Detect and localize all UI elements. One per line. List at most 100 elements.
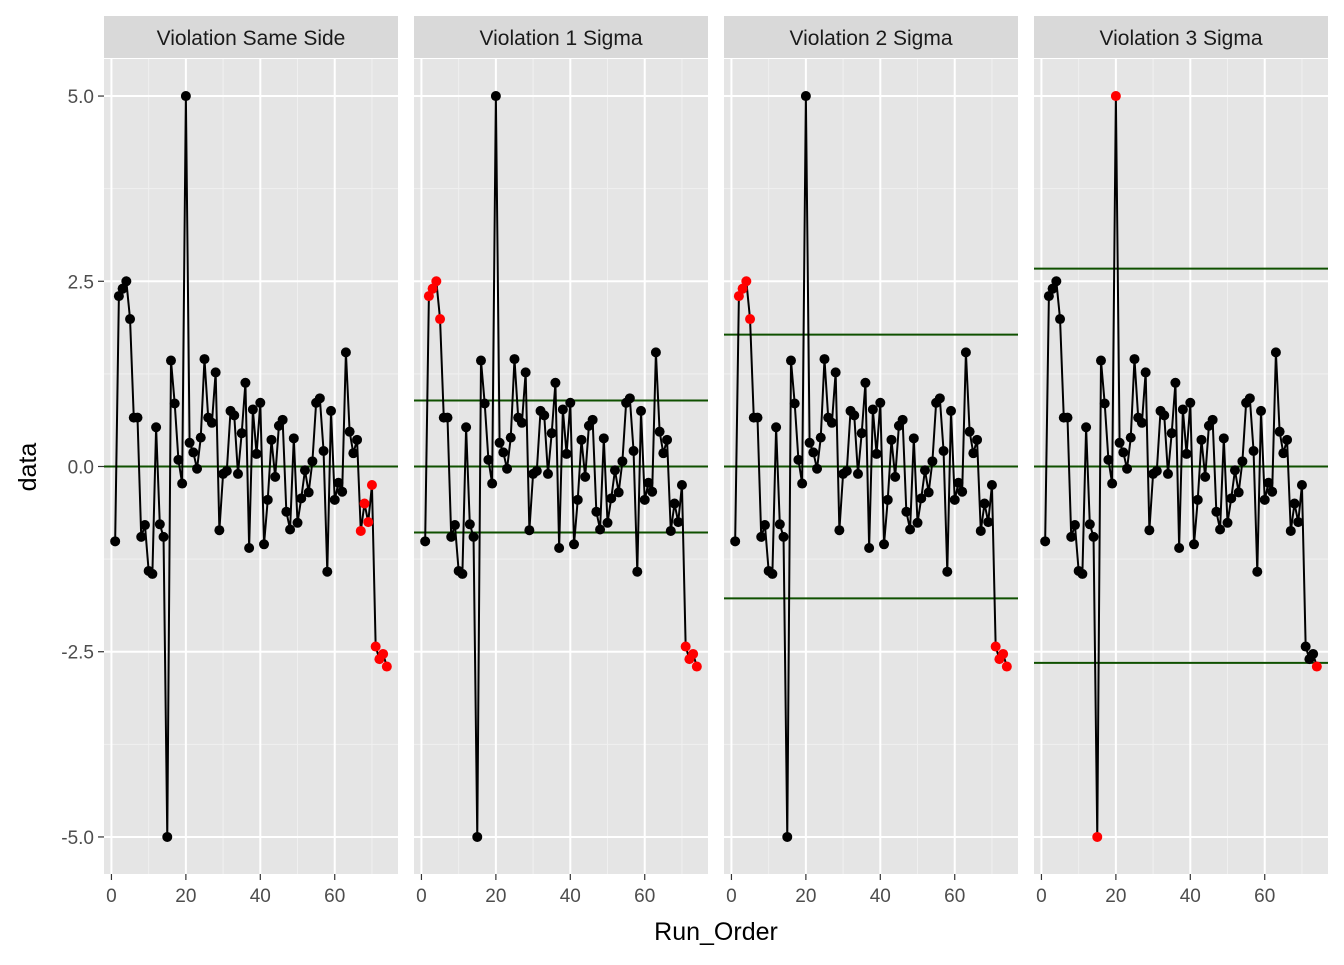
data-point	[151, 422, 162, 433]
data-point	[613, 487, 624, 498]
data-point	[916, 493, 927, 504]
data-point	[344, 426, 355, 437]
data-point	[1166, 428, 1177, 439]
data-point	[1215, 524, 1226, 535]
data-point	[1226, 493, 1237, 504]
data-point	[262, 494, 273, 505]
facet-strip	[724, 16, 1018, 58]
x-tick-label: 0	[1036, 886, 1047, 907]
data-point	[587, 414, 598, 425]
data-point	[979, 498, 990, 509]
violation-point	[435, 314, 446, 325]
data-point	[147, 568, 158, 579]
data-point	[557, 404, 568, 415]
data-point	[255, 397, 266, 408]
violation-point	[359, 498, 370, 509]
data-point	[938, 445, 949, 456]
data-point	[214, 525, 225, 536]
data-point	[785, 355, 796, 366]
data-point	[270, 471, 281, 482]
data-point	[539, 410, 550, 421]
data-point	[1296, 480, 1307, 491]
facet-strip-label: Violation 2 Sigma	[789, 27, 952, 50]
data-point	[206, 417, 217, 428]
data-point	[285, 524, 296, 535]
data-point	[1159, 410, 1170, 421]
data-point	[509, 354, 520, 365]
data-point	[1069, 520, 1080, 531]
data-point	[1114, 437, 1125, 448]
data-point	[1181, 448, 1192, 459]
violation-point	[363, 517, 374, 528]
data-point	[673, 517, 684, 528]
data-point	[322, 566, 333, 577]
data-point	[240, 377, 251, 388]
violation-point	[688, 648, 699, 659]
data-point	[1051, 276, 1062, 287]
data-point	[752, 412, 763, 423]
x-tick-label: 20	[485, 886, 506, 907]
data-point	[1293, 517, 1304, 528]
data-point	[602, 517, 613, 528]
data-point	[1207, 414, 1218, 425]
data-point	[292, 517, 303, 528]
data-point	[1185, 397, 1196, 408]
data-point	[314, 393, 325, 404]
data-point	[188, 447, 199, 458]
data-point	[665, 525, 676, 536]
data-point	[658, 448, 669, 459]
data-point	[897, 414, 908, 425]
data-point	[886, 434, 897, 445]
data-point	[1270, 347, 1281, 358]
data-point	[919, 465, 930, 476]
data-point	[595, 524, 606, 535]
data-point	[1289, 498, 1300, 509]
data-point	[479, 398, 490, 409]
data-point	[871, 448, 882, 459]
data-point	[329, 494, 340, 505]
data-point	[1300, 641, 1311, 652]
data-point	[180, 91, 191, 102]
data-point	[1189, 539, 1200, 550]
data-point	[1095, 355, 1106, 366]
data-point	[986, 480, 997, 491]
data-point	[1248, 445, 1259, 456]
data-point	[1218, 433, 1229, 444]
x-tick-label: 0	[726, 886, 737, 907]
data-point	[1077, 568, 1088, 579]
data-point	[487, 478, 498, 489]
data-point	[542, 468, 553, 479]
data-point	[800, 91, 811, 102]
violation-point	[990, 641, 1001, 652]
data-point	[113, 291, 124, 302]
violation-point	[733, 291, 744, 302]
data-point	[192, 463, 203, 474]
data-point	[1237, 456, 1248, 467]
violation-point	[427, 283, 438, 294]
data-point	[1170, 377, 1181, 388]
data-point	[793, 454, 804, 465]
data-point	[789, 398, 800, 409]
data-point	[1125, 432, 1136, 443]
data-point	[266, 434, 277, 445]
data-point	[1229, 465, 1240, 476]
data-point	[867, 404, 878, 415]
violation-point	[355, 525, 366, 536]
data-point	[647, 486, 658, 497]
facet-strip-label: Violation Same Side	[157, 27, 346, 50]
data-point	[326, 405, 337, 416]
violation-point	[1110, 91, 1121, 102]
data-point	[650, 347, 661, 358]
data-point	[154, 519, 165, 530]
violation-point	[431, 276, 442, 287]
data-point	[337, 486, 348, 497]
data-point	[628, 445, 639, 456]
data-point	[125, 314, 136, 325]
x-tick-label: 60	[944, 886, 965, 907]
data-point	[662, 434, 673, 445]
data-point	[110, 536, 121, 547]
data-point	[756, 531, 767, 542]
data-point	[576, 434, 587, 445]
